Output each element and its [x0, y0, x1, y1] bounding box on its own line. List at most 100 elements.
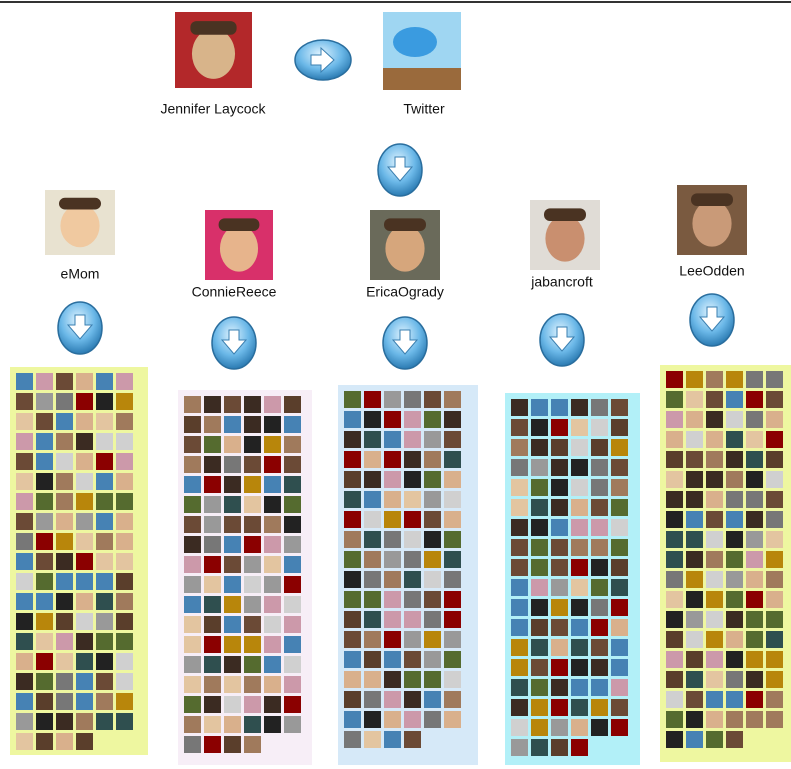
follower-avatar — [384, 591, 401, 608]
follower-avatar — [36, 613, 53, 630]
follower-avatar — [16, 733, 33, 750]
follower-avatar — [76, 673, 93, 690]
follower-avatar — [726, 651, 743, 668]
follower-avatar — [284, 436, 301, 453]
follower-avatar — [36, 413, 53, 430]
follower-avatar — [264, 456, 281, 473]
follower-avatar — [224, 616, 241, 633]
follower-avatar — [706, 571, 723, 588]
avatar-face — [385, 225, 424, 271]
follower-avatar — [706, 651, 723, 668]
follower-avatar — [344, 691, 361, 708]
follower-avatar — [706, 471, 723, 488]
follower-avatar — [96, 553, 113, 570]
follower-avatar — [56, 653, 73, 670]
follower-avatar — [76, 413, 93, 430]
follower-avatar — [116, 413, 133, 430]
follower-avatar — [766, 371, 783, 388]
follower-avatar — [591, 699, 608, 716]
follower-avatar — [686, 591, 703, 608]
follower-avatar — [56, 633, 73, 650]
avatar-face — [220, 225, 258, 271]
follower-avatar — [404, 511, 421, 528]
follower-avatar — [444, 571, 461, 588]
arrow-button — [383, 317, 427, 369]
follower-avatar — [36, 713, 53, 730]
follower-avatar — [611, 619, 628, 636]
arrow-button — [212, 317, 256, 369]
follower-avatar — [16, 613, 33, 630]
follower-avatar — [184, 456, 201, 473]
follower-avatar — [284, 576, 301, 593]
follower-avatar — [726, 451, 743, 468]
follower-avatar — [424, 611, 441, 628]
follower-avatar — [364, 731, 381, 748]
follower-avatar — [76, 473, 93, 490]
follower-avatar — [284, 516, 301, 533]
follower-avatar — [56, 413, 73, 430]
follower-avatar — [686, 431, 703, 448]
follower-avatar — [204, 636, 221, 653]
follower-avatar — [204, 456, 221, 473]
follower-avatar — [344, 491, 361, 508]
follower-avatar — [444, 531, 461, 548]
follower-avatar — [244, 416, 261, 433]
follower-avatar — [511, 519, 528, 536]
follower-grid — [338, 385, 478, 765]
follower-avatar — [551, 679, 568, 696]
follower-avatar — [56, 673, 73, 690]
follower-avatar — [364, 571, 381, 588]
follower-avatar — [244, 736, 261, 753]
follower-avatar — [706, 631, 723, 648]
follower-avatar — [244, 496, 261, 513]
follower-avatar — [96, 713, 113, 730]
follower-avatar — [204, 576, 221, 593]
follower-avatar — [746, 471, 763, 488]
follower-avatar — [424, 511, 441, 528]
follower-avatar — [224, 716, 241, 733]
follower-avatar — [384, 731, 401, 748]
follower-avatar — [571, 699, 588, 716]
follower-avatar — [404, 491, 421, 508]
follower-avatar — [746, 711, 763, 728]
follower-avatar — [531, 399, 548, 416]
follower-avatar — [531, 619, 548, 636]
follower-avatar — [384, 511, 401, 528]
follower-avatar — [264, 696, 281, 713]
follower-avatar — [364, 531, 381, 548]
arrow-button — [690, 294, 734, 346]
follower-avatar — [96, 593, 113, 610]
follower-avatar — [56, 393, 73, 410]
follower-avatar — [16, 593, 33, 610]
follower-avatar — [404, 451, 421, 468]
follower-avatar — [571, 539, 588, 556]
follower-avatar — [404, 731, 421, 748]
follower-avatar — [571, 419, 588, 436]
follower-avatar — [511, 579, 528, 596]
follower-avatar — [746, 631, 763, 648]
follower-avatar — [686, 391, 703, 408]
network-label: Twitter — [403, 101, 445, 117]
follower-avatar — [364, 611, 381, 628]
follower-avatar — [611, 679, 628, 696]
follower-avatar — [766, 591, 783, 608]
user-label: EricaOgrady — [366, 284, 444, 300]
follower-avatar — [726, 411, 743, 428]
follower-avatar — [384, 531, 401, 548]
follower-avatar — [184, 476, 201, 493]
follower-avatar — [264, 476, 281, 493]
follower-avatar — [204, 676, 221, 693]
follower-avatar — [36, 553, 53, 570]
follower-avatar — [244, 476, 261, 493]
follower-avatar — [56, 513, 73, 530]
follower-avatar — [244, 556, 261, 573]
follower-avatar — [424, 391, 441, 408]
follower-avatar — [244, 676, 261, 693]
follower-avatar — [531, 579, 548, 596]
follower-avatar — [56, 733, 73, 750]
follower-avatar — [591, 519, 608, 536]
follower-avatar — [591, 459, 608, 476]
follower-avatar — [666, 391, 683, 408]
follower-avatar — [264, 396, 281, 413]
follower-avatar — [686, 671, 703, 688]
